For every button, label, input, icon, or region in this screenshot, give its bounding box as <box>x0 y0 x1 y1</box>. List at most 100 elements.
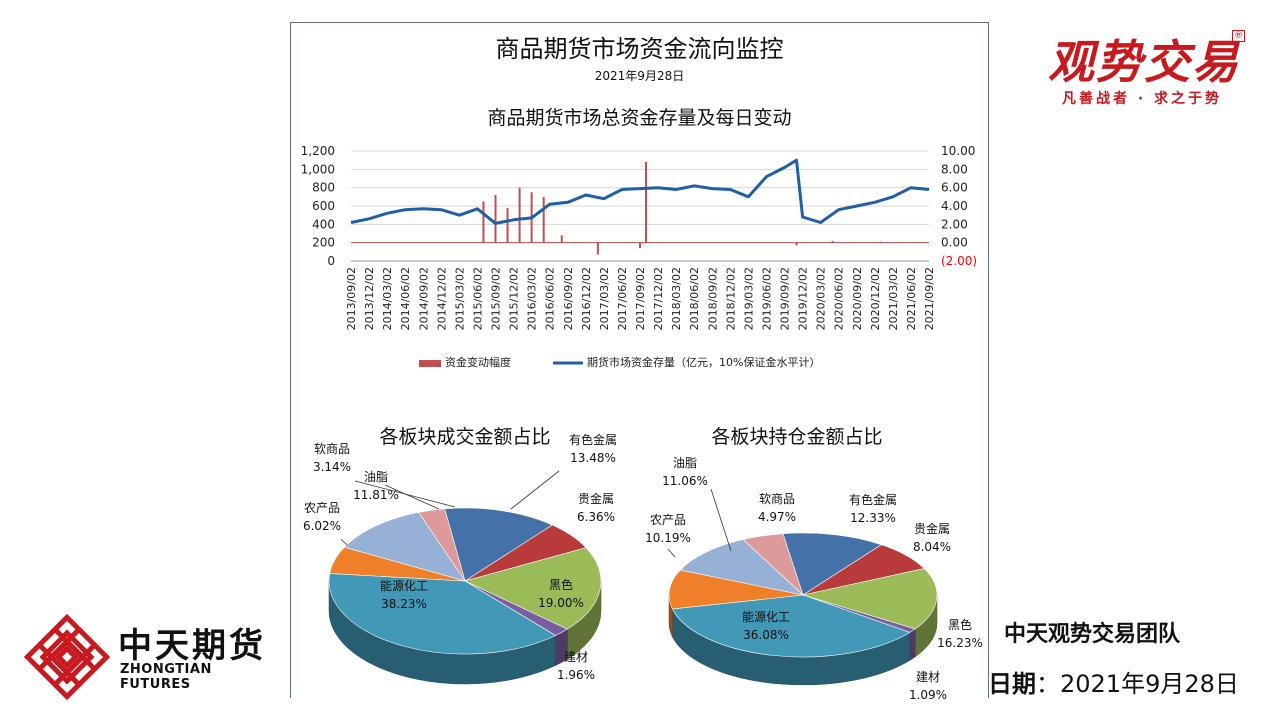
pie-leader-line <box>710 488 732 552</box>
x-tick-label: 2018/06/02 <box>688 267 701 330</box>
pie-value-label: 38.23% <box>381 597 427 611</box>
pie-slice <box>328 573 557 655</box>
footer-date: 日期：2021年9月28日 <box>988 664 1239 699</box>
x-tick-label: 2019/03/02 <box>742 267 755 330</box>
pie-slice <box>801 568 938 630</box>
pie-slice <box>679 539 804 596</box>
pie-value-label: 6.36% <box>577 510 615 524</box>
pie-category-label: 有色金属 <box>569 432 617 447</box>
x-tick-label: 2014/03/02 <box>381 267 394 330</box>
pie-value-label: 12.33% <box>850 511 896 525</box>
x-tick-label: 2016/03/02 <box>526 267 539 330</box>
y-right-tick-label: (2.00) <box>941 254 977 268</box>
pie-category-label: 贵金属 <box>914 521 950 536</box>
date-separator: ： <box>1036 670 1060 698</box>
y-left-tick-label: 200 <box>312 236 335 250</box>
y-left-tick-label: 600 <box>312 199 335 213</box>
pie-slice <box>418 508 466 582</box>
x-tick-label: 2014/06/02 <box>399 267 412 330</box>
x-tick-label: 2015/09/02 <box>490 267 503 330</box>
y-left-tick-label: 0 <box>327 254 335 268</box>
knot-logo-icon <box>23 613 111 701</box>
x-tick-label: 2018/12/02 <box>724 267 737 330</box>
pie-category-label: 黑色 <box>948 618 972 632</box>
pie-category-label: 油脂 <box>364 469 388 484</box>
pie-slice <box>782 532 883 596</box>
line-chart-title: 商品期货市场总资金存量及每日变动 <box>487 107 792 129</box>
brand-slogan: 凡善战者 · 求之于势 <box>1061 91 1223 107</box>
pie-category-label: 软商品 <box>759 491 795 506</box>
y-right-tick-label: 4.00 <box>941 199 968 213</box>
pie-leader-line <box>510 470 560 510</box>
pie-value-label: 11.81% <box>353 488 399 502</box>
x-tick-label: 2020/09/02 <box>851 267 864 330</box>
y-left-tick-label: 400 <box>312 217 335 231</box>
x-tick-label: 2020/12/02 <box>869 267 882 330</box>
pie-category-label: 农产品 <box>304 501 340 515</box>
x-tick-label: 2021/06/02 <box>905 267 918 330</box>
change-bar <box>518 187 521 243</box>
pie-value-label: 8.04% <box>913 540 951 554</box>
change-bar <box>639 242 641 249</box>
x-tick-label: 2019/09/02 <box>779 267 792 330</box>
legend-label-change: 资金变动幅度 <box>445 355 511 369</box>
brand-name: 观势交易 <box>1048 35 1240 89</box>
pie-value-label: 1.09% <box>909 688 947 699</box>
pie-leader-line <box>340 538 348 546</box>
panel-date: 2021年9月28日 <box>594 69 685 83</box>
x-tick-label: 2017/09/02 <box>634 267 647 330</box>
pie-slice <box>671 594 911 658</box>
pie-value-label: 3.14% <box>313 460 351 474</box>
change-bar <box>560 235 563 243</box>
x-tick-label: 2018/03/02 <box>670 267 683 330</box>
pie-slice <box>668 569 804 610</box>
x-tick-label: 2016/12/02 <box>580 267 593 330</box>
pie-category-label: 建材 <box>916 670 940 684</box>
change-bar <box>542 196 545 243</box>
x-tick-label: 2016/09/02 <box>562 267 575 330</box>
x-tick-label: 2017/03/02 <box>598 267 611 330</box>
x-tick-label: 2021/09/02 <box>923 267 936 330</box>
pie-value-label: 1.96% <box>557 668 595 682</box>
x-tick-label: 2019/12/02 <box>797 267 810 330</box>
pie-value-label: 19.00% <box>538 596 584 610</box>
y-right-tick-label: 10.00 <box>941 144 975 158</box>
pie-category-label: 建材 <box>564 650 588 664</box>
x-tick-label: 2016/06/02 <box>544 267 557 330</box>
fund-stock-line <box>350 158 930 225</box>
x-tick-label: 2020/06/02 <box>833 267 846 330</box>
x-tick-label: 2015/06/02 <box>471 267 484 330</box>
x-tick-label: 2018/09/02 <box>706 267 719 330</box>
pie-slice <box>742 533 804 597</box>
change-bar <box>645 162 648 243</box>
pie-leader-line <box>667 548 676 558</box>
y-right-tick-label: 6.00 <box>941 181 968 195</box>
change-bar <box>831 240 834 243</box>
pie-value-label: 13.48% <box>570 451 616 465</box>
y-right-tick-label: 8.00 <box>941 162 968 176</box>
pie-category-label: 能源化工 <box>742 610 790 624</box>
legend-swatch-change <box>419 360 441 367</box>
change-bar <box>795 242 798 246</box>
pie-value-label: 4.97% <box>758 510 796 524</box>
pie-title: 各板块成交金额占比 <box>379 426 550 448</box>
registered-mark-icon: ® <box>1232 30 1245 42</box>
change-bar <box>879 241 882 243</box>
x-tick-label: 2015/12/02 <box>508 267 521 330</box>
x-tick-label: 2017/06/02 <box>616 267 629 330</box>
change-bar <box>494 195 497 243</box>
pie-category-label: 能源化工 <box>380 579 428 593</box>
y-left-tick-label: 800 <box>312 181 335 195</box>
team-name: 中天观势交易团队 <box>1004 622 1181 647</box>
x-tick-label: 2014/09/02 <box>417 267 430 330</box>
pie-value-label: 6.02% <box>303 519 341 533</box>
chart-panel: 商品期货市场资金流向监控 2021年9月28日 商品期货市场总资金存量及每日变动… <box>290 22 989 699</box>
pie-leader-line <box>384 484 440 510</box>
change-bar <box>482 201 485 243</box>
pie-value-label: 10.19% <box>645 531 691 545</box>
zhongtian-futures-logo: 中天期货 ZHONGTIAN FUTURES <box>22 612 272 702</box>
pie-slice <box>444 507 553 582</box>
y-left-tick-label: 1,000 <box>301 162 335 176</box>
x-tick-label: 2014/12/02 <box>435 267 448 330</box>
pie-leader-line <box>354 480 456 508</box>
